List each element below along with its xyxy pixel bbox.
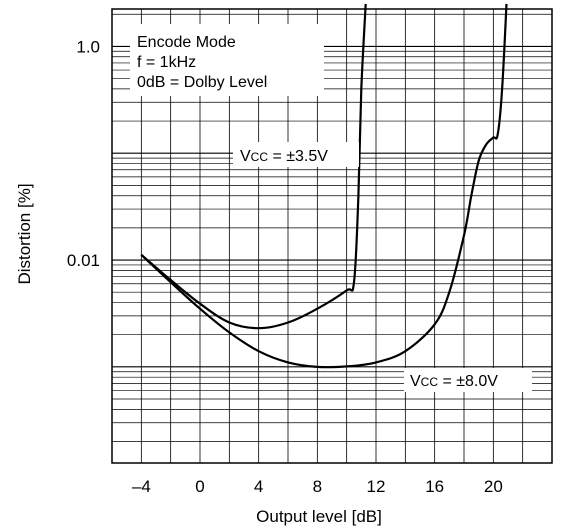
annotation-line-1: Encode Mode — [137, 34, 236, 51]
x-tick-labels: –4 0 4 8 12 16 20 — [132, 477, 503, 496]
y-tick-labels: 1.0 0.01 — [67, 37, 100, 270]
x-axis-label: Output level [dB] — [256, 507, 382, 526]
svg-text:VCC = ±3.5V: VCC = ±3.5V — [240, 148, 328, 165]
svg-text:VCC = ±8.0V: VCC = ±8.0V — [410, 373, 498, 390]
series-label-prefix: V — [240, 148, 251, 165]
series-label-subscript: CC — [421, 375, 439, 389]
x-tick-label: 4 — [254, 477, 263, 496]
annotation-line-3: 0dB = Dolby Level — [137, 74, 267, 91]
series-line-vcc-8-0v — [140, 3, 508, 369]
x-tick-label: 0 — [195, 477, 204, 496]
annotation-box: Encode Mode f = 1kHz 0dB = Dolby Level — [130, 24, 324, 96]
series-label-vcc-8-0v: VCC = ±8.0V — [404, 368, 532, 392]
y-axis-label: Distortion [%] — [15, 183, 34, 284]
series-line-vcc-3-5v — [140, 3, 367, 330]
x-tick-label: –4 — [132, 477, 151, 496]
series-label-prefix: V — [410, 373, 421, 390]
series-label-vcc-3-5v: VCC = ±3.5V — [233, 142, 359, 167]
curves — [140, 3, 508, 369]
series-label-suffix: = ±8.0V — [438, 373, 498, 390]
x-tick-label: 16 — [425, 477, 444, 496]
x-tick-label: 20 — [484, 477, 503, 496]
series-label-suffix: = ±3.5V — [268, 148, 328, 165]
annotation-line-2: f = 1kHz — [137, 54, 196, 71]
y-tick-label: 1.0 — [76, 37, 100, 56]
plot-frame — [111, 8, 553, 464]
x-tick-label: 12 — [367, 477, 386, 496]
series-label-subscript: CC — [251, 150, 269, 164]
y-tick-label: 0.01 — [67, 251, 100, 270]
x-tick-label: 8 — [313, 477, 322, 496]
